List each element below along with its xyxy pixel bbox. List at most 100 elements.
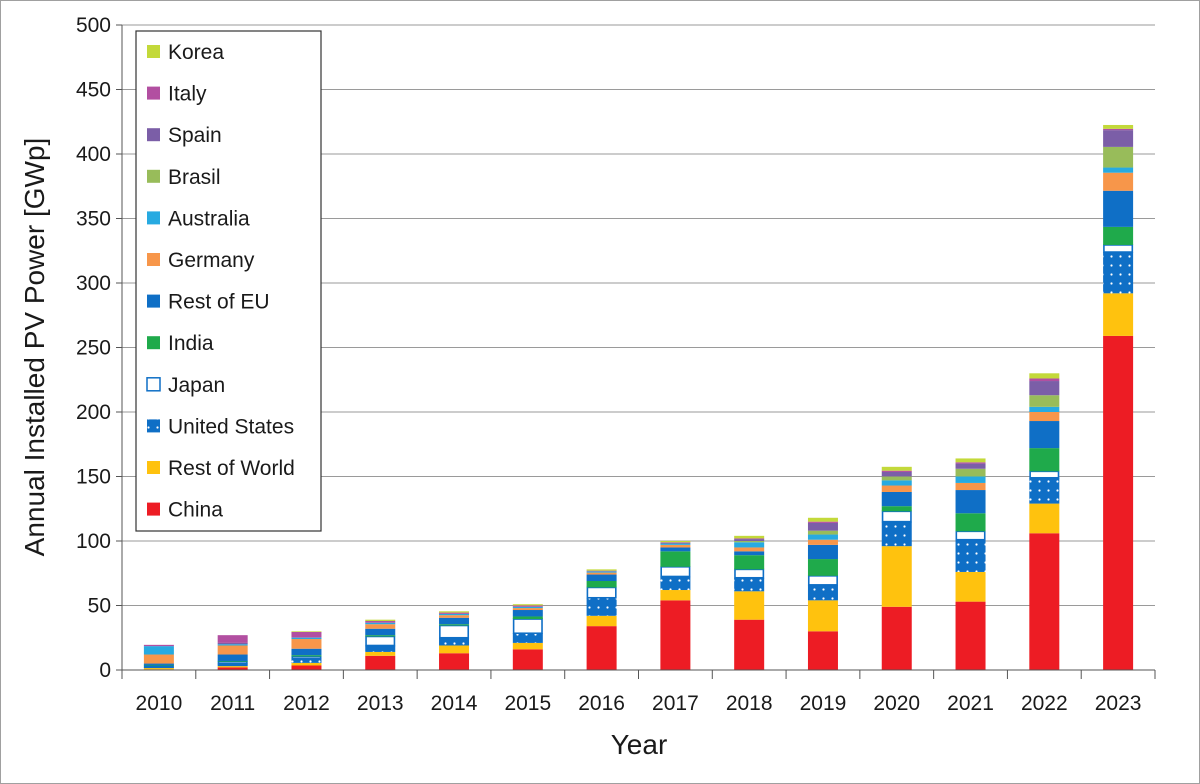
legend-label-brasil: Brasil xyxy=(168,166,221,189)
bar-2011-china xyxy=(217,667,248,670)
bar-2022-brasil xyxy=(1029,395,1060,407)
bar-2023-spain xyxy=(1103,130,1134,147)
x-tick-label-2013: 2013 xyxy=(357,692,404,715)
bar-2010-australia xyxy=(143,646,174,655)
bar-2010-germany xyxy=(143,654,174,664)
bar-2017-italy xyxy=(660,542,691,543)
bar-2012-australia xyxy=(291,637,322,640)
bar-2012-italy xyxy=(291,631,322,638)
bar-2018-australia xyxy=(734,542,765,548)
x-tick-label-2011: 2011 xyxy=(210,692,255,715)
legend-label-japan: Japan xyxy=(168,374,225,397)
bar-2022-rest-of-world xyxy=(1029,503,1060,534)
bar-2017-india xyxy=(660,551,691,567)
bar-2015-india xyxy=(512,616,543,620)
bar-2022-japan xyxy=(1029,470,1060,479)
legend-swatch-united-states xyxy=(147,419,160,433)
y-tick-label: 400 xyxy=(76,143,111,166)
y-tick-label: 100 xyxy=(76,530,111,553)
bar-2012-germany xyxy=(291,639,322,649)
bar-2014-rest-of-world xyxy=(439,645,470,654)
bar-2021-korea xyxy=(955,458,986,463)
bar-2013-india xyxy=(365,635,396,637)
bar-2016-korea xyxy=(586,569,617,571)
bar-2016-rest-of-world xyxy=(586,615,617,627)
y-tick-label: 350 xyxy=(76,208,111,231)
bar-2013-united-states xyxy=(365,645,396,652)
bar-2021-brasil xyxy=(955,468,986,477)
bar-2015-germany xyxy=(512,608,543,611)
legend-swatch-rest-of-world xyxy=(147,461,160,474)
legend-swatch-australia xyxy=(147,211,160,225)
bar-2020-china xyxy=(881,606,912,670)
legend-swatch-japan xyxy=(146,377,161,392)
bar-2016-germany xyxy=(586,572,617,575)
x-tick-label-2012: 2012 xyxy=(283,692,330,715)
bar-2018-rest-of-world xyxy=(734,591,765,620)
bar-2021-rest-of-eu xyxy=(955,490,986,514)
bar-2013-rest-of-world xyxy=(365,651,396,656)
bar-2022-australia xyxy=(1029,406,1060,412)
bar-2018-germany xyxy=(734,547,765,552)
bar-2023-italy xyxy=(1103,128,1134,131)
bar-2019-united-states xyxy=(807,584,838,601)
bar-2013-korea xyxy=(365,619,396,621)
legend-label-rest-of-world: Rest of World xyxy=(168,457,295,480)
bar-2017-germany xyxy=(660,544,691,548)
bar-2011-germany xyxy=(217,645,248,655)
y-tick-label: 150 xyxy=(76,466,111,489)
bar-2017-china xyxy=(660,600,691,670)
x-tick-label-2021: 2021 xyxy=(947,692,994,715)
bar-2015-japan xyxy=(512,618,543,635)
bar-2019-korea xyxy=(807,517,838,522)
bar-2014-japan xyxy=(439,624,470,639)
legend-swatch-spain xyxy=(147,128,160,142)
bar-2022-germany xyxy=(1029,412,1060,422)
bar-2018-united-states xyxy=(734,577,765,592)
bar-2019-japan xyxy=(807,575,838,586)
x-tick-label-2017: 2017 xyxy=(652,692,699,715)
bar-2022-china xyxy=(1029,533,1060,670)
bar-2014-germany xyxy=(439,615,470,618)
bar-2023-korea xyxy=(1103,124,1134,129)
bar-2015-italy xyxy=(512,605,543,607)
bar-2023-brasil xyxy=(1103,146,1134,168)
legend-swatch-italy xyxy=(147,86,160,100)
bar-2023-rest-of-world xyxy=(1103,293,1134,336)
bar-2015-rest-of-eu xyxy=(512,610,543,617)
bar-2014-china xyxy=(439,653,470,670)
bar-2018-italy xyxy=(734,538,765,540)
bar-2019-rest-of-world xyxy=(807,600,838,632)
bar-2018-china xyxy=(734,619,765,670)
bar-2020-spain xyxy=(881,471,912,477)
y-tick-label: 450 xyxy=(76,79,111,102)
bar-2015-united-states xyxy=(512,633,543,643)
bar-2012-united-states xyxy=(291,658,322,663)
x-tick-label-2015: 2015 xyxy=(504,692,551,715)
bar-2021-germany xyxy=(955,482,986,491)
legend-label-china: China xyxy=(168,499,223,522)
x-tick-label-2020: 2020 xyxy=(873,692,920,715)
bar-2014-italy xyxy=(439,612,470,614)
y-tick-label: 50 xyxy=(88,595,111,618)
x-tick-label-2016: 2016 xyxy=(578,692,625,715)
bar-2011-rest-of-world xyxy=(217,666,248,668)
bar-2012-india xyxy=(291,655,322,657)
bar-2022-india xyxy=(1029,448,1060,472)
bar-2018-japan xyxy=(734,568,765,579)
bar-2014-korea xyxy=(439,611,470,613)
bar-2015-rest-of-world xyxy=(512,642,543,650)
bar-2013-italy xyxy=(365,620,396,623)
x-axis-title: Year xyxy=(611,729,668,760)
bar-2015-china xyxy=(512,649,543,670)
bar-2023-india xyxy=(1103,226,1134,245)
bar-2021-china xyxy=(955,601,986,670)
bar-2023-united-states xyxy=(1103,252,1134,294)
bar-2019-italy xyxy=(807,521,838,523)
bar-2016-united-states xyxy=(586,597,617,616)
bar-2014-india xyxy=(439,624,470,626)
bar-2018-rest-of-eu xyxy=(734,551,765,556)
bar-2013-rest-of-eu xyxy=(365,628,396,636)
bar-2018-india xyxy=(734,555,765,570)
